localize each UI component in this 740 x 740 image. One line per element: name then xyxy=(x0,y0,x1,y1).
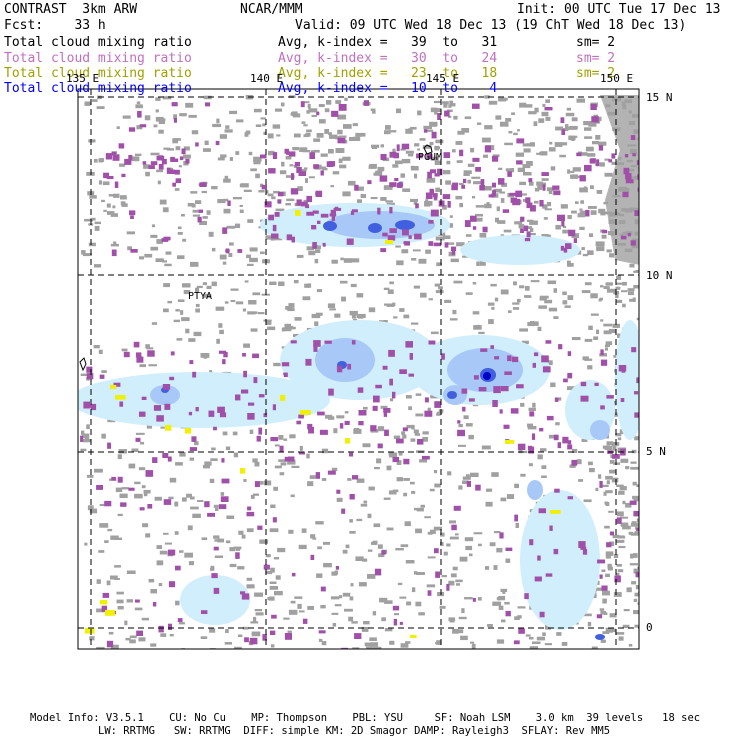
purple-cloud-specks xyxy=(80,100,639,649)
guam-coastline xyxy=(423,144,433,155)
center-label: NCAR/MMM xyxy=(240,2,303,17)
lon-label-140: 140 E xyxy=(250,72,284,85)
lat-lon-grid xyxy=(78,89,639,649)
lat-label-0: 0 xyxy=(646,621,653,634)
field-sm-3: sm= 2 xyxy=(576,66,616,81)
field-name-1: Total cloud mixing ratio xyxy=(4,35,192,50)
footer-physics-info: LW: RRTMG SW: RRTMG DIFF: simple KM: 2D … xyxy=(98,725,611,737)
model-title: CONTRAST 3km ARW xyxy=(4,2,138,17)
field-avg-2: Avg, k-index = 30 to 24 xyxy=(278,51,498,66)
footer-model-info: Model Info: V3.5.1 CU: No Cu MP: Thompso… xyxy=(30,712,701,724)
forecast-hour: Fcst: 33 h xyxy=(4,18,106,33)
lat-label-10n: 10 N xyxy=(646,269,673,282)
field-sm-2: sm= 2 xyxy=(576,51,616,66)
lon-label-145: 145 E xyxy=(426,72,460,85)
field-name-4: Total cloud mixing ratio xyxy=(4,81,192,96)
lon-label-150: 150 E xyxy=(600,72,634,85)
lat-label-15n: 15 N xyxy=(646,91,673,104)
station-pgum: PGUM xyxy=(418,152,443,163)
field-avg-3: Avg, k-index = 23 to 18 xyxy=(278,66,498,81)
yellow-cloud-specks xyxy=(85,210,561,638)
lon-label-135: 135 E xyxy=(66,72,100,85)
valid-time: Valid: 09 UTC Wed 18 Dec 13 (19 ChT Wed … xyxy=(295,18,687,33)
field-avg-4: Avg, k-index = 10 to 4 xyxy=(278,81,498,96)
coastline-west xyxy=(79,357,87,372)
map-frame xyxy=(77,88,640,650)
field-name-2: Total cloud mixing ratio xyxy=(4,51,192,66)
lat-label-5n: 5 N xyxy=(646,445,666,458)
init-time: Init: 00 UTC Tue 17 Dec 13 xyxy=(517,2,721,17)
field-sm-1: sm= 2 xyxy=(576,35,616,50)
station-ptya: PTYA xyxy=(188,291,213,302)
cloud-field-layer xyxy=(78,95,639,649)
field-avg-1: Avg, k-index = 39 to 31 xyxy=(278,35,498,50)
field-name-3: Total cloud mixing ratio xyxy=(4,66,192,81)
light-blue-cloud-areas xyxy=(78,203,639,630)
